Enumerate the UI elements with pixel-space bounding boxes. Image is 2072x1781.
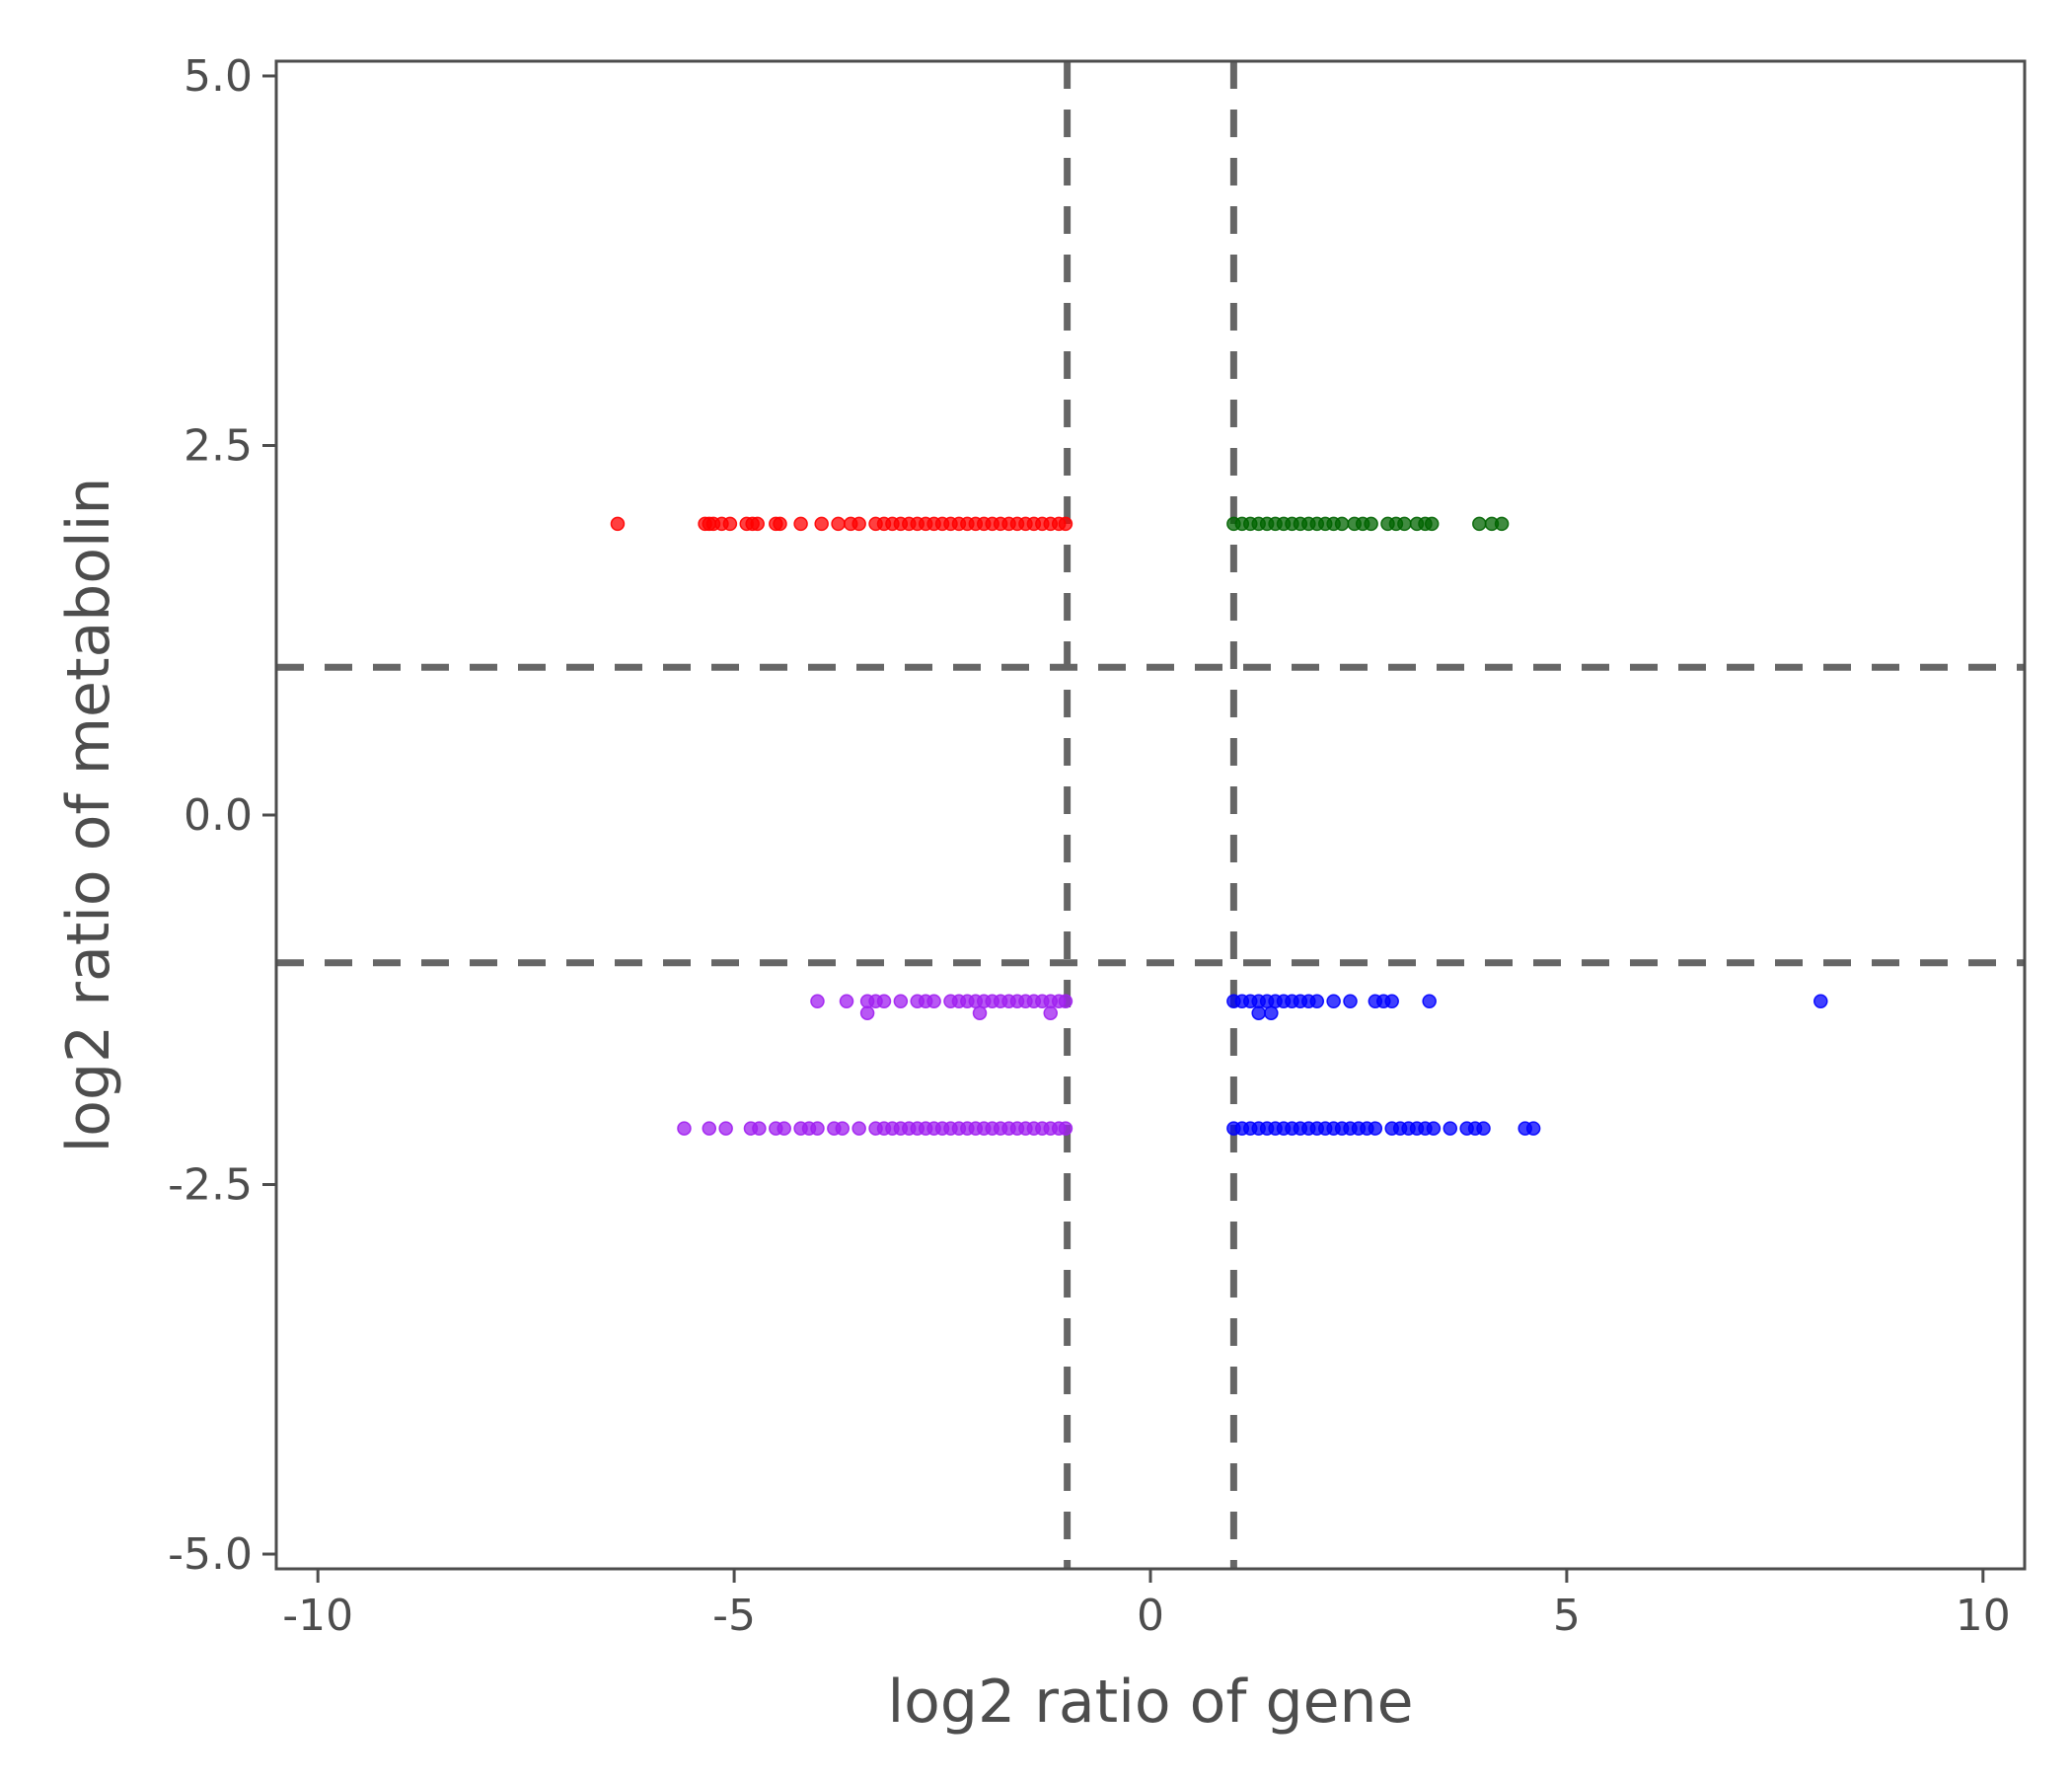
y-tick-label: 2.5 bbox=[184, 420, 253, 471]
data-point bbox=[859, 1005, 875, 1020]
data-point bbox=[793, 516, 808, 532]
data-point bbox=[1384, 994, 1399, 1009]
data-point bbox=[876, 994, 892, 1009]
data-point bbox=[1476, 1121, 1491, 1136]
data-point bbox=[718, 1121, 733, 1136]
data-point bbox=[1422, 994, 1437, 1009]
data-point bbox=[1058, 994, 1073, 1009]
x-tick-label: 10 bbox=[1956, 1591, 2011, 1641]
data-point bbox=[810, 1121, 825, 1136]
data-point bbox=[722, 516, 738, 532]
y-tick-label: -2.5 bbox=[168, 1160, 253, 1211]
x-axis: -10 -5 0 5 10 bbox=[282, 1569, 2011, 1641]
data-point bbox=[1525, 1121, 1541, 1136]
data-point bbox=[1397, 516, 1412, 532]
data-point bbox=[1424, 516, 1440, 532]
x-tick-label: 0 bbox=[1137, 1591, 1164, 1641]
x-tick-label: 5 bbox=[1553, 1591, 1581, 1641]
data-point bbox=[1334, 516, 1350, 532]
reference-lines bbox=[276, 61, 2025, 1569]
data-point bbox=[610, 516, 626, 532]
data-point bbox=[893, 994, 909, 1009]
data-point bbox=[851, 516, 866, 532]
x-axis-title: log2 ratio of gene bbox=[888, 1668, 1414, 1737]
data-point bbox=[1443, 1121, 1458, 1136]
data-point bbox=[1251, 1005, 1266, 1020]
data-point bbox=[1426, 1121, 1442, 1136]
data-point bbox=[1343, 994, 1358, 1009]
y-axis: 5.0 2.5 0.0 -2.5 -5.0 bbox=[168, 51, 276, 1580]
data-point bbox=[773, 516, 787, 532]
data-points bbox=[610, 516, 1828, 1136]
data-point bbox=[1368, 1121, 1383, 1136]
data-point bbox=[810, 994, 825, 1009]
data-point bbox=[750, 516, 765, 532]
data-point bbox=[1326, 994, 1341, 1009]
x-tick-label: -10 bbox=[282, 1591, 353, 1641]
data-point bbox=[972, 1005, 988, 1020]
data-point bbox=[1043, 1005, 1058, 1020]
data-point bbox=[777, 1121, 791, 1136]
data-point bbox=[1309, 994, 1325, 1009]
data-point bbox=[831, 516, 846, 532]
data-point bbox=[814, 516, 829, 532]
data-point bbox=[1813, 994, 1828, 1009]
data-point bbox=[702, 1121, 717, 1136]
data-point bbox=[1494, 516, 1510, 532]
data-point bbox=[1472, 516, 1487, 532]
data-point bbox=[839, 994, 854, 1009]
data-point bbox=[1264, 1005, 1279, 1020]
data-point bbox=[1364, 516, 1378, 532]
plot-panel-border bbox=[274, 59, 2027, 1571]
y-axis-title: log2 ratio of metabolin bbox=[54, 478, 123, 1153]
data-point bbox=[1058, 1121, 1073, 1136]
data-point bbox=[677, 1121, 692, 1136]
data-point bbox=[1058, 516, 1073, 532]
y-tick-label: 5.0 bbox=[184, 51, 253, 102]
data-point bbox=[926, 994, 941, 1009]
data-point bbox=[835, 1121, 851, 1136]
data-point bbox=[851, 1121, 866, 1136]
x-tick-label: -5 bbox=[712, 1591, 756, 1641]
y-tick-label: 0.0 bbox=[184, 790, 253, 841]
data-point bbox=[752, 1121, 767, 1136]
y-tick-label: -5.0 bbox=[168, 1529, 253, 1580]
